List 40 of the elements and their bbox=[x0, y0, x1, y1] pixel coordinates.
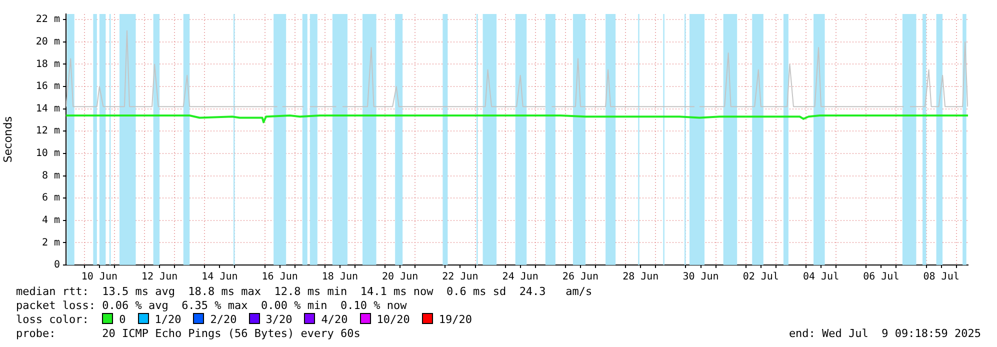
y-tick-label: 16 m bbox=[36, 81, 60, 92]
x-tick-label: 10 Jun bbox=[81, 272, 118, 283]
legend-label: 0 bbox=[119, 313, 126, 326]
y-tick-label: 12 m bbox=[36, 126, 60, 137]
legend-label: 1/20 bbox=[154, 313, 182, 326]
y-tick-label: 2 m bbox=[42, 237, 60, 248]
x-tick-label: 02 Jul bbox=[742, 272, 779, 283]
x-tick-label: 16 Jun bbox=[262, 272, 298, 283]
legend-label: 2/20 bbox=[210, 313, 237, 326]
x-tick-label: 28 Jun bbox=[622, 272, 659, 283]
y-tick-label: 14 m bbox=[36, 103, 60, 114]
x-tick-label: 20 Jun bbox=[382, 272, 418, 283]
y-tick-label: 0 bbox=[54, 260, 60, 271]
text: probe: 20 ICMP Echo Pings (56 Bytes) every 60s bbox=[16, 327, 360, 340]
x-tick-label: 04 Jul bbox=[802, 272, 840, 283]
y-tick-label: 8 m bbox=[42, 170, 60, 182]
y-tick-label: 4 m bbox=[42, 214, 60, 226]
legend-label: 19/20 bbox=[438, 313, 472, 326]
y-tick-label: 22 m bbox=[36, 14, 60, 26]
x-tick-label: 18 Jun bbox=[322, 272, 358, 283]
x-tick-label: 24 Jun bbox=[502, 272, 538, 283]
x-tick-label: 14 Jun bbox=[202, 272, 238, 283]
y-tick-label: 6 m bbox=[42, 192, 60, 204]
y-tick-label: 10 m bbox=[36, 148, 60, 160]
y-tick-label: 20 m bbox=[36, 36, 60, 48]
x-tick-label: 08 Jul bbox=[923, 272, 960, 283]
x-tick-label: 26 Jun bbox=[562, 272, 599, 283]
legend-title: loss color: bbox=[16, 313, 90, 326]
x-tick-label: 12 Jun bbox=[142, 272, 178, 283]
x-tick-label: 30 Jun bbox=[682, 272, 719, 283]
text: packet loss: 0.06 % avg 6.35 % max 0.00 % min 0.10 % now bbox=[16, 299, 407, 312]
x-tick-label: 22 Jun bbox=[442, 272, 478, 283]
y-tick-label: 18 m bbox=[36, 58, 60, 70]
text: median rtt: 13.5 ms avg 18.8 ms max 12.8 ms min 14.1 ms now 0.6 ms sd 24.3 am/s bbox=[16, 285, 592, 298]
y-axis-title: Seconds bbox=[1, 116, 14, 163]
legend-label: 3/20 bbox=[266, 313, 292, 326]
x-tick-label: 06 Jul bbox=[863, 272, 900, 283]
text: end: Wed Jul 9 09:18:59 2025 bbox=[788, 327, 981, 340]
legend-label: 10/20 bbox=[376, 313, 410, 326]
legend-label: 4/20 bbox=[321, 313, 348, 326]
